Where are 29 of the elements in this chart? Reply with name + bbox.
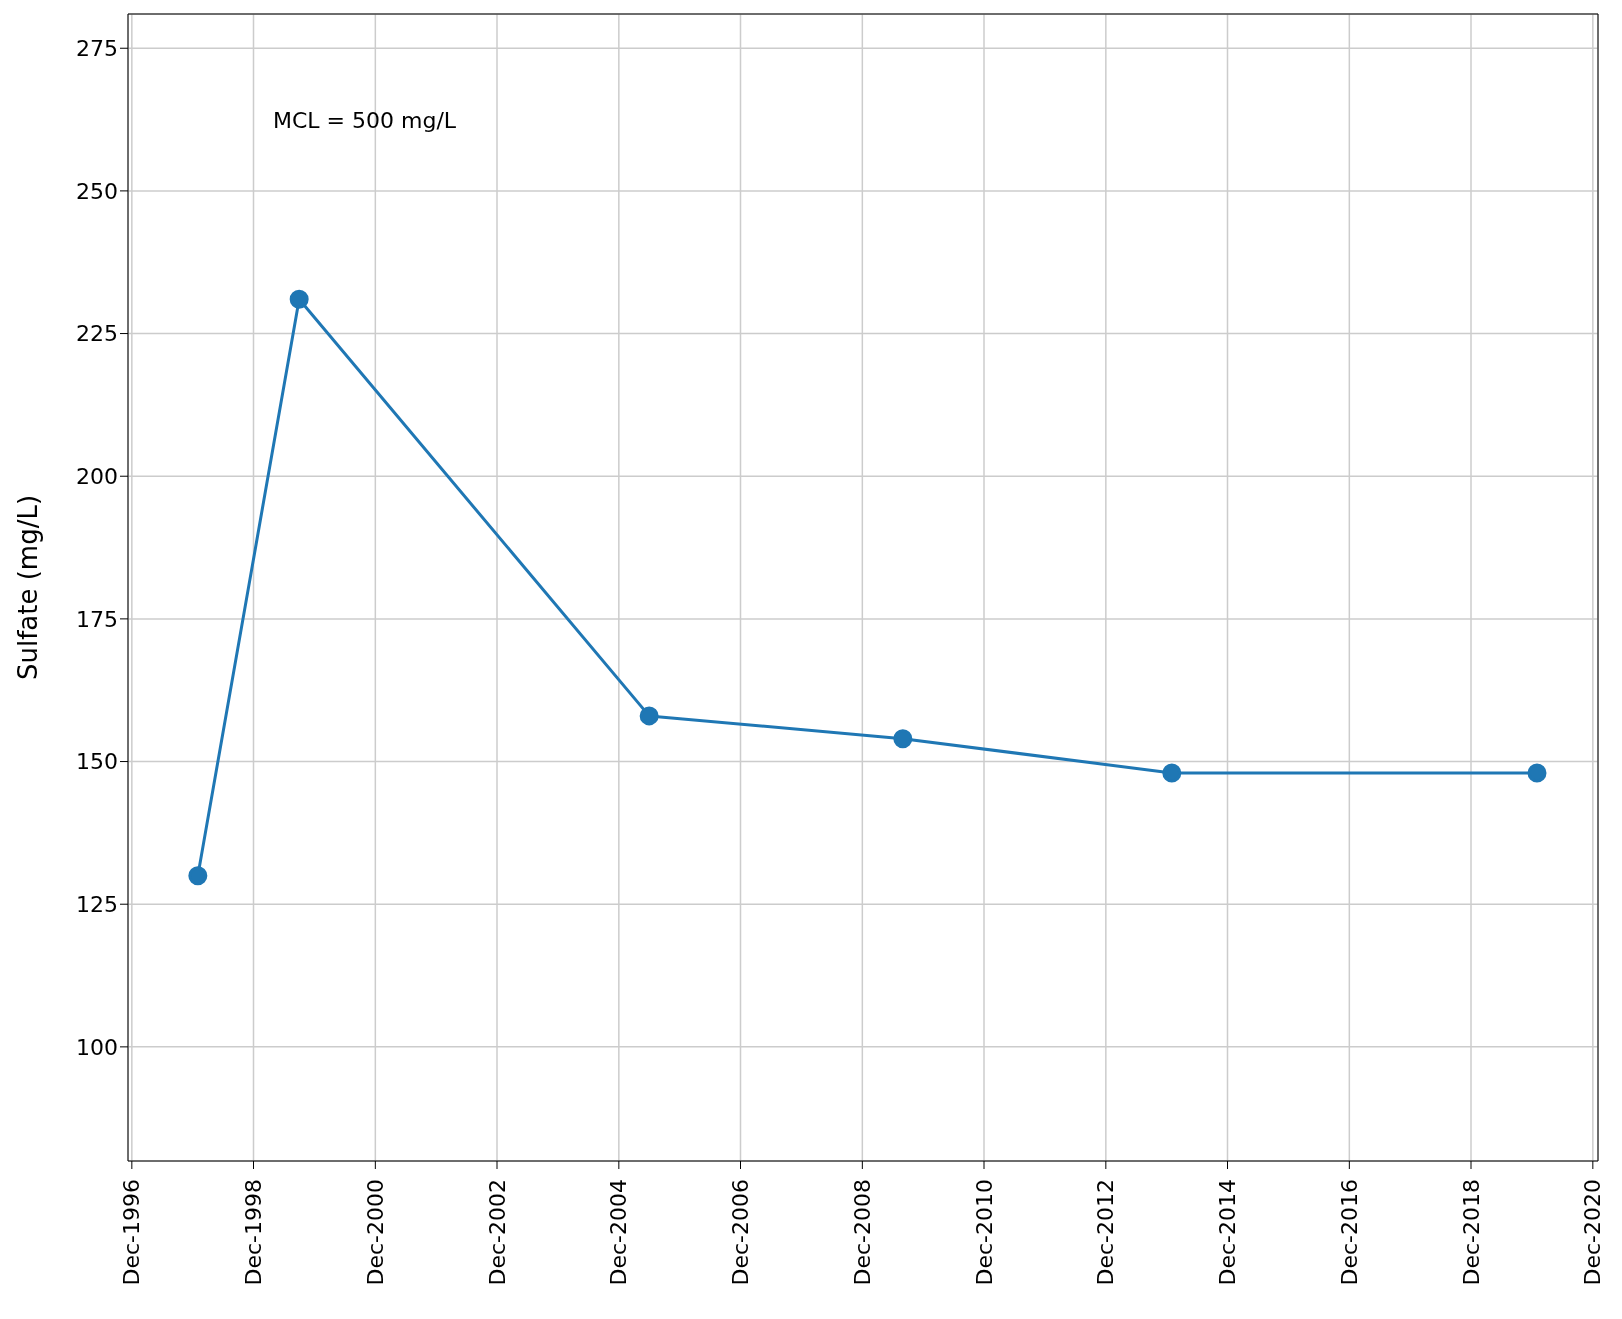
point (289, 289, 309, 309)
y-tick-label: 125 (76, 892, 118, 918)
x-tick-label: Dec-1998 (241, 1179, 266, 1286)
point (1527, 763, 1547, 783)
x-tick-label: Dec-1996 (119, 1179, 145, 1286)
point (188, 866, 208, 886)
y-tick-label: 250 (76, 178, 118, 204)
y-tick-label: 200 (76, 464, 118, 490)
x-tick-label: Dec-2002 (484, 1179, 510, 1286)
y-tick-label: 100 (76, 1034, 118, 1060)
x-tick-label: Dec-2012 (1093, 1179, 1119, 1286)
x-tick-label: Dec-2020 (1580, 1179, 1606, 1286)
y-tick-label: 225 (76, 321, 118, 347)
y-axis-title: Sulfate (mg/L) (13, 494, 44, 681)
x-tick-label: Dec-2008 (849, 1179, 875, 1286)
x-tick-label: Dec-2000 (362, 1179, 388, 1286)
y-tick-label: 275 (76, 36, 118, 62)
y-tick-label: 175 (76, 606, 118, 632)
x-tick-label: Dec-2014 (1215, 1179, 1240, 1286)
point (1162, 763, 1182, 783)
x-tick-label: Dec-2018 (1458, 1179, 1484, 1286)
x-tick-label: Dec-2004 (606, 1179, 632, 1286)
point (639, 706, 659, 726)
x-tick-label: Dec-2016 (1336, 1179, 1362, 1286)
annotation: MCL = 500 mg/L (273, 108, 457, 133)
x-tick-label: Dec-2010 (971, 1179, 997, 1286)
x-tick-label: Dec-2006 (728, 1179, 753, 1286)
y-tick-label: 150 (76, 749, 118, 775)
point (893, 729, 913, 749)
